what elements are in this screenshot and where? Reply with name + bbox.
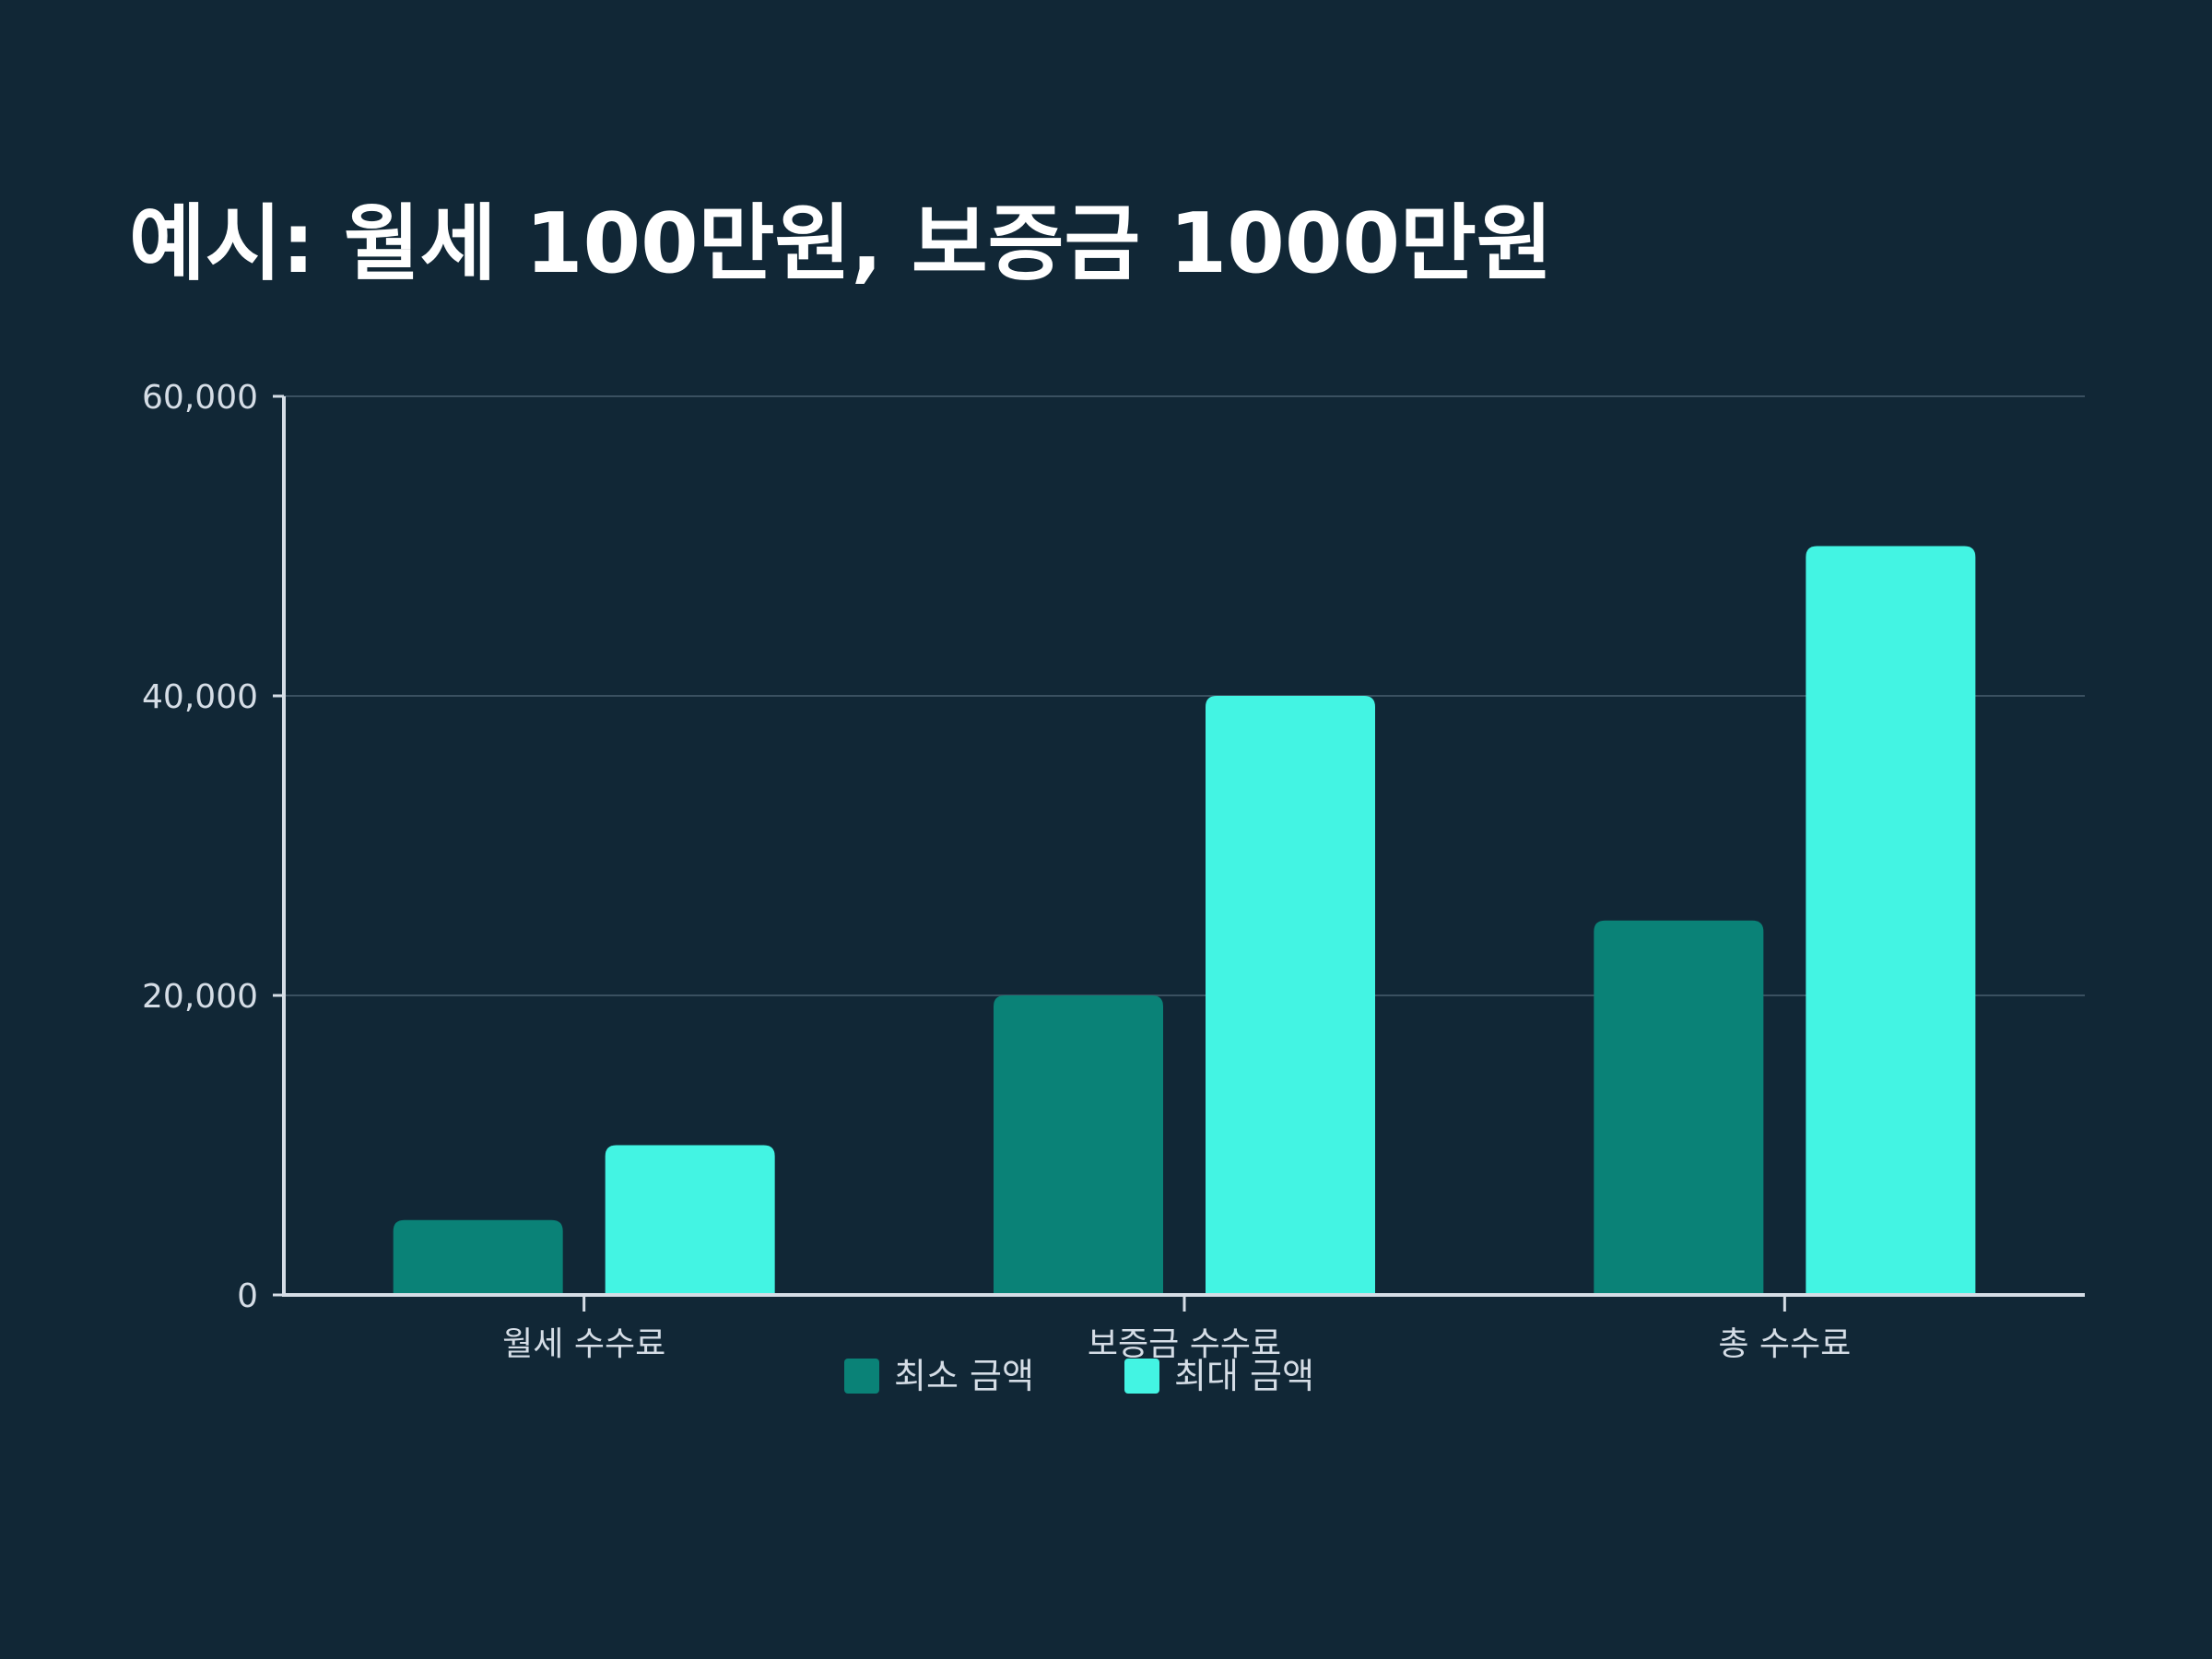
bar-min-3 xyxy=(1594,920,1764,1295)
y-tick-label: 0 xyxy=(237,1277,258,1315)
axes: 0 20,000 40,000 60,000 월세 수수료 보증금 수수료 총 수수료 xyxy=(142,379,2085,1363)
legend-label-max: 최대 금액 xyxy=(1174,1356,1314,1396)
bar-max-1 xyxy=(605,1145,775,1295)
y-tick-label: 60,000 xyxy=(142,379,258,417)
bar-max-2 xyxy=(1206,696,1375,1295)
y-tick-label: 40,000 xyxy=(142,678,258,716)
legend-swatch-min xyxy=(844,1359,879,1394)
x-tick-label: 월세 수수료 xyxy=(502,1325,665,1363)
legend-swatch-max xyxy=(1124,1359,1159,1394)
y-tick-label: 20,000 xyxy=(142,978,258,1016)
bar-max-3 xyxy=(1806,546,1976,1295)
grid-lines xyxy=(284,395,2085,996)
bars xyxy=(393,546,1976,1295)
chart-title: 예시: 월세 100만원, 보증금 1000만원 xyxy=(129,195,1553,292)
bar-min-2 xyxy=(994,995,1163,1295)
x-tick-label: 총 수수료 xyxy=(1718,1325,1851,1363)
x-tick-label: 보증금 수수료 xyxy=(1088,1325,1281,1363)
legend: 최소 금액 최대 금액 xyxy=(844,1356,1314,1396)
bar-min-1 xyxy=(393,1219,563,1295)
legend-label-min: 최소 금액 xyxy=(894,1356,1034,1396)
